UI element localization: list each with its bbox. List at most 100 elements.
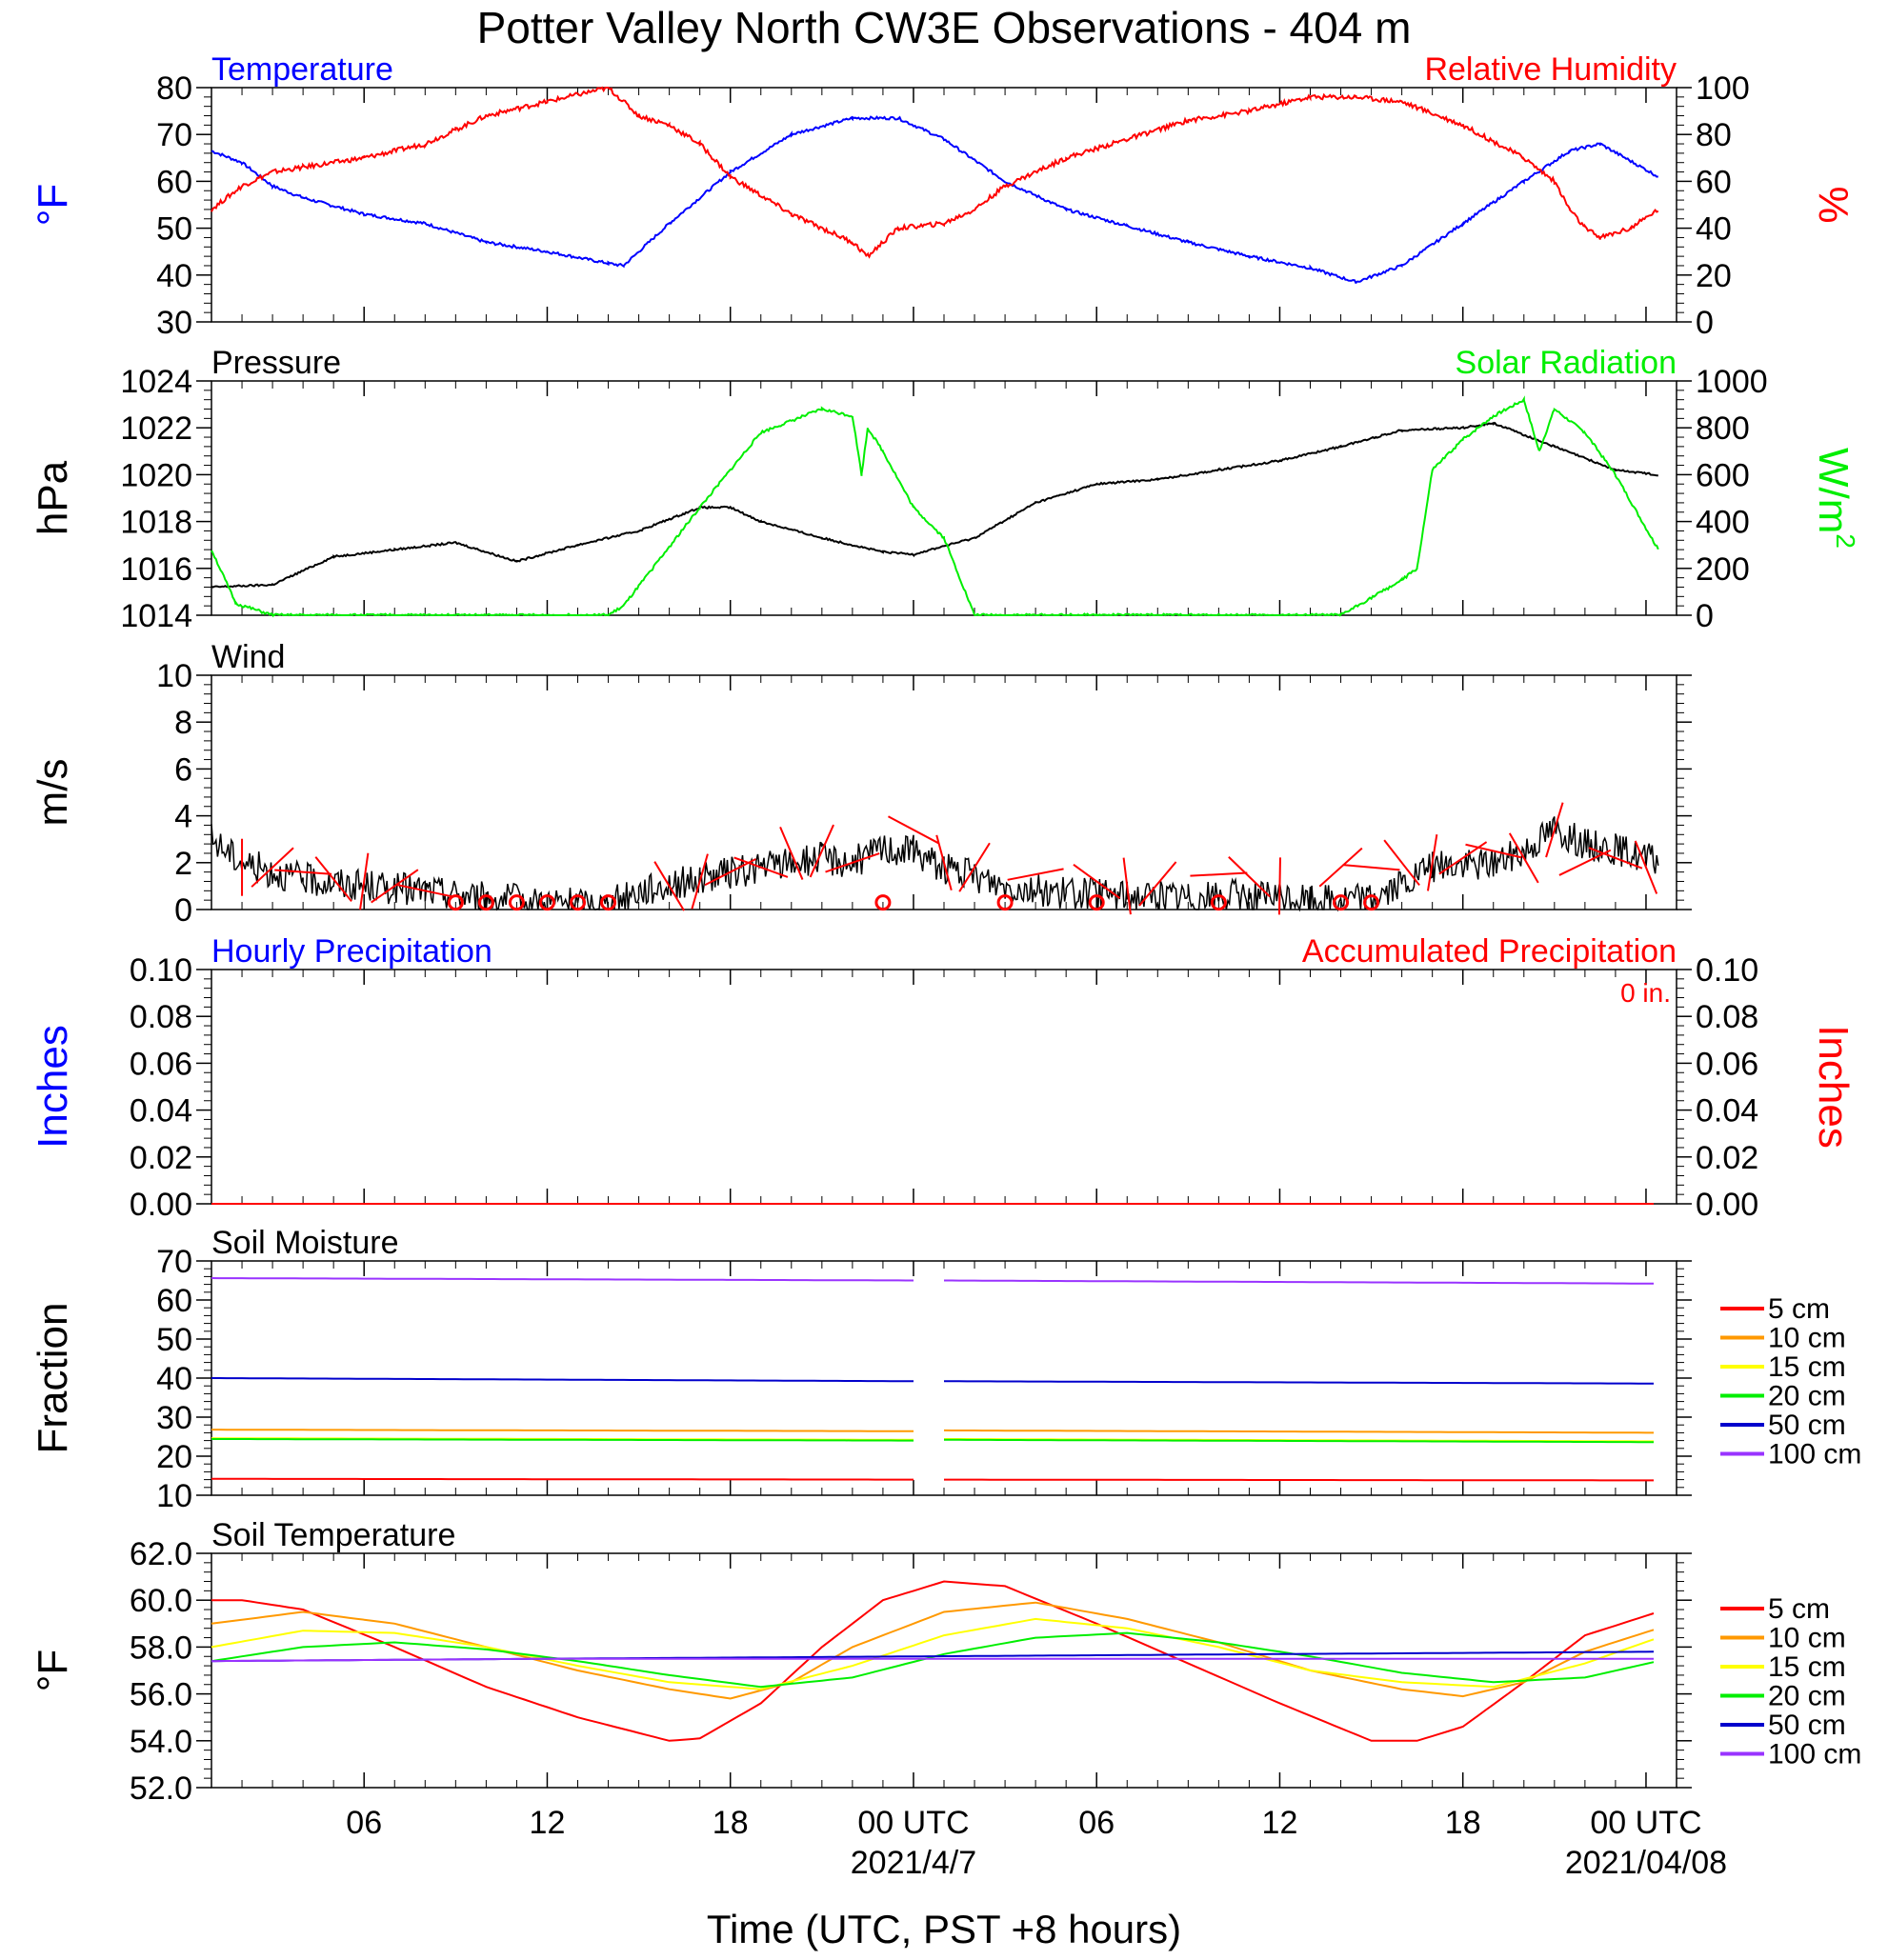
panel-right-title: Relative Humidity [1424, 51, 1677, 88]
left-tick-label: 6 [174, 751, 192, 788]
left-axis-label: °F [30, 1650, 76, 1691]
x-tick-label: 12 [1262, 1805, 1298, 1841]
wind-barb [1426, 834, 1438, 891]
panel-frame [211, 380, 1677, 616]
series-line-5-cm [211, 1580, 1655, 1742]
series-line-10-cm [211, 1429, 1654, 1434]
right-tick-label: 0.06 [1696, 1046, 1758, 1082]
wind-barb [779, 826, 804, 880]
left-tick-label: 8 [174, 705, 192, 741]
wind-barb [371, 869, 419, 904]
panel-frame [211, 1552, 1677, 1789]
series-line-relative-humidity [211, 86, 1659, 259]
right-tick-label: 0.10 [1696, 952, 1758, 989]
wind-barb [396, 884, 453, 898]
wind-barb [1545, 802, 1564, 858]
left-tick-label: 1020 [120, 457, 192, 493]
right-tick-label: 0.08 [1696, 999, 1758, 1035]
x-axis: 06 12 18 00 UTC 2021/4/7 06 12 18 00 UTC 2021/04/… [346, 1805, 1727, 1881]
legend-label: 50 cm [1768, 1710, 1846, 1741]
left-tick-label: 0.06 [130, 1046, 192, 1082]
legend-label: 100 cm [1768, 1739, 1861, 1770]
left-tick-label: 0.08 [130, 999, 192, 1035]
left-axis-label: m/s [30, 759, 76, 827]
wind-barb [1007, 868, 1064, 881]
right-axis-label: % [1810, 186, 1857, 223]
wind-barb [1508, 832, 1539, 884]
left-tick-label: 56.0 [130, 1677, 192, 1713]
left-tick-label: 0.10 [130, 952, 192, 989]
panel-left-title: Soil Moisture [211, 1225, 399, 1261]
wind-barb [1318, 847, 1363, 888]
left-tick-label: 62.0 [130, 1536, 192, 1572]
wind-barb [1634, 840, 1658, 894]
left-axis-label: hPa [30, 460, 76, 535]
series-line-15-cm [211, 1617, 1655, 1690]
wind-barb [1122, 857, 1132, 915]
right-tick-label: 200 [1696, 551, 1750, 588]
panel-precipitation: 0.00 0.02 0.04 0.06 0.08 0.10 0.00 0.02 0.04 0.06… [30, 933, 1857, 1223]
figure-title: Potter Valley North CW3E Observations - … [477, 3, 1412, 52]
wind-barb [733, 856, 789, 878]
legend-label: 15 cm [1768, 1351, 1846, 1383]
x-date-label: 2021/04/08 [1565, 1845, 1727, 1881]
right-axis-label: Inches [1810, 1025, 1857, 1149]
calm-wind-marker [477, 894, 494, 911]
left-tick-label: 40 [156, 258, 192, 294]
wind-barb [1342, 864, 1400, 871]
wind-barb [274, 869, 332, 875]
left-tick-label: 30 [156, 1400, 192, 1436]
left-tick-label: 52.0 [130, 1770, 192, 1807]
legend-label: 5 cm [1768, 1293, 1830, 1325]
wind-barb [958, 842, 991, 892]
right-axis-label: W/m2 [1810, 448, 1860, 549]
series-line-pressure [211, 421, 1658, 589]
left-tick-label: 70 [156, 1244, 192, 1280]
calm-wind-marker [508, 894, 525, 911]
legend-label: 15 cm [1768, 1651, 1846, 1683]
left-tick-label: 50 [156, 211, 192, 248]
left-tick-label: 58.0 [130, 1630, 192, 1666]
x-tick-label: 12 [530, 1805, 566, 1841]
wind-barb [314, 856, 352, 902]
wind-barb [359, 852, 370, 910]
wind-barb [1383, 839, 1420, 887]
panel-temperature-humidity: 30 40 50 60 70 80 0 20 40 60 80 100 Temperature Relat… [30, 51, 1857, 341]
panel-wind: 0 2 4 6 8 10 Wind m/s [30, 639, 1692, 929]
series-line-solar-radiation [211, 395, 1659, 618]
legend-label: 20 cm [1768, 1381, 1846, 1412]
panel-pressure-solar: 1014 1016 1018 1020 1022 1024 0 200 400 600 800 100… [30, 345, 1860, 634]
left-tick-label: 1016 [120, 551, 192, 588]
wind-barb [935, 834, 953, 891]
left-axis-label: Inches [30, 1025, 76, 1149]
wind-barb [1073, 864, 1121, 899]
left-tick-label: 1014 [120, 598, 192, 634]
series-line-20-cm [211, 1438, 1654, 1444]
left-tick-label: 30 [156, 305, 192, 341]
left-tick-label: 54.0 [130, 1724, 192, 1760]
right-tick-label: 60 [1696, 164, 1732, 200]
left-tick-label: 0 [174, 892, 192, 929]
left-tick-label: 0.00 [130, 1187, 192, 1223]
x-tick-label: 06 [1078, 1805, 1115, 1841]
wind-barb [1588, 847, 1643, 870]
right-tick-label: 0.04 [1696, 1093, 1758, 1130]
legend-label: 10 cm [1768, 1323, 1846, 1354]
series-line-5-cm [211, 1477, 1654, 1482]
calm-wind-marker [1210, 894, 1227, 911]
series-line-100-cm [211, 1277, 1655, 1285]
left-axis-label: Fraction [30, 1303, 76, 1454]
x-tick-label: 18 [713, 1805, 749, 1841]
calm-wind-marker [1363, 894, 1380, 911]
calm-wind-marker [600, 894, 617, 911]
x-tick-label: 18 [1445, 1805, 1481, 1841]
calm-wind-marker [1088, 894, 1105, 911]
right-tick-label: 20 [1696, 258, 1732, 294]
panel-right-title: Solar Radiation [1456, 345, 1677, 381]
left-tick-label: 50 [156, 1322, 192, 1358]
legend-label: 10 cm [1768, 1623, 1846, 1654]
wind-barb [691, 853, 709, 910]
left-tick-label: 40 [156, 1361, 192, 1397]
panel-frame [211, 969, 1677, 1205]
